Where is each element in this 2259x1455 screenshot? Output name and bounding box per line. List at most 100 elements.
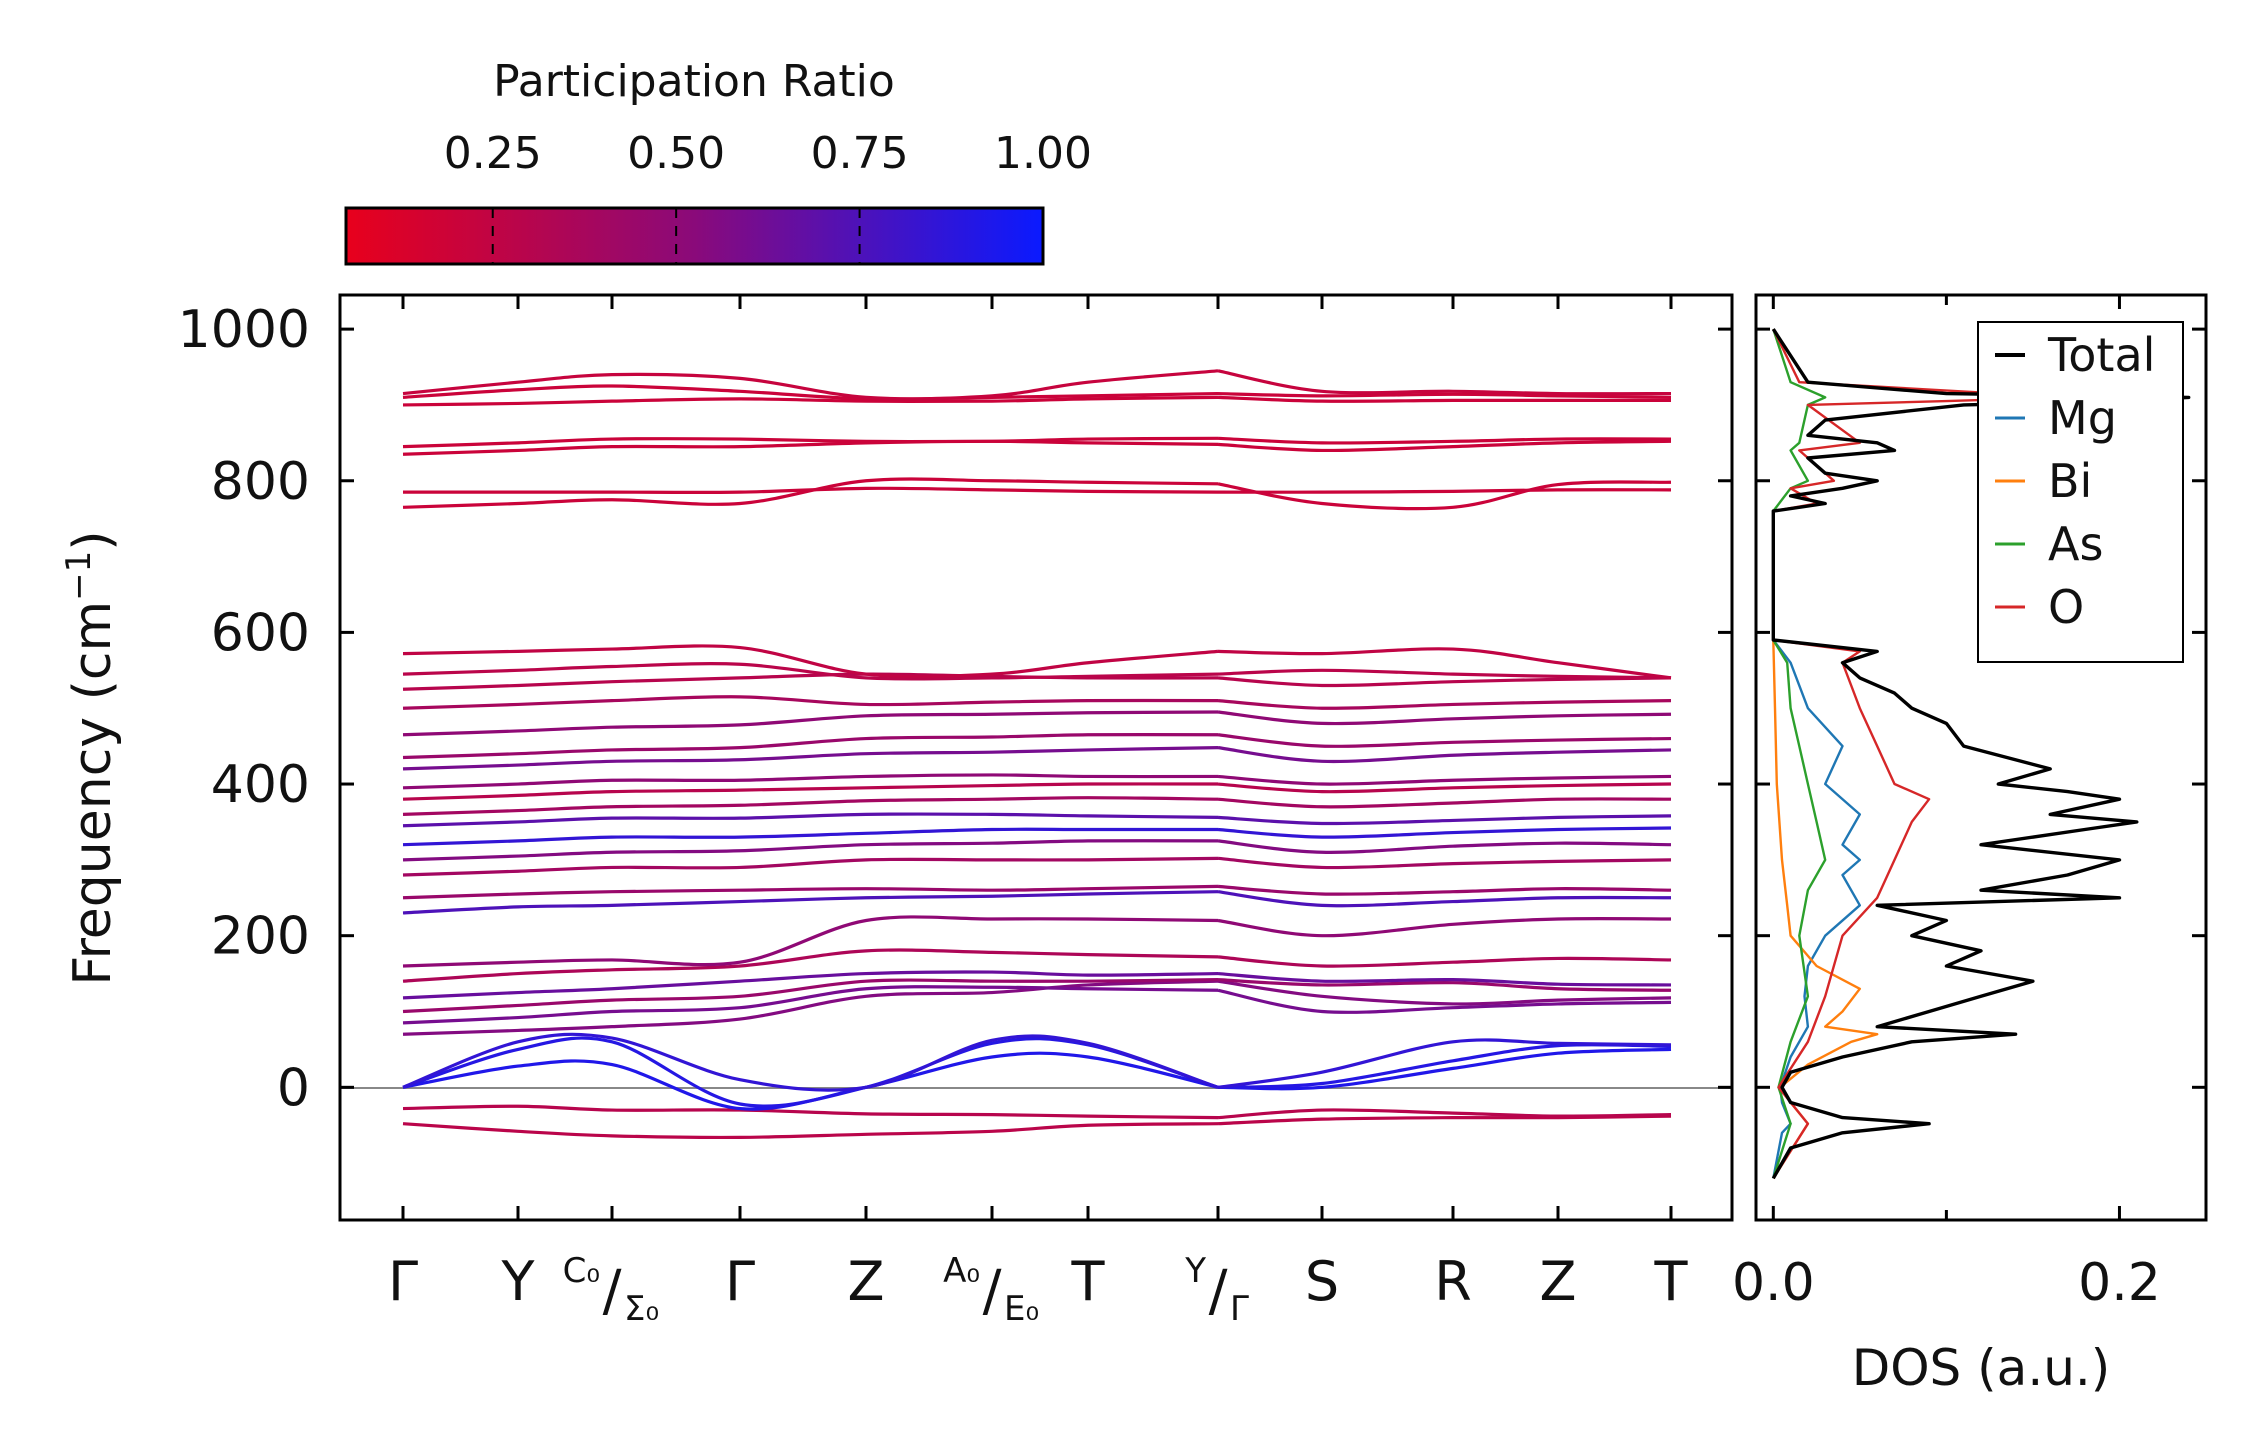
phonon-band-18 <box>1217 797 1672 809</box>
colorbar-tick-label: 0.50 <box>627 128 725 179</box>
legend-label-as: As <box>2048 517 2103 571</box>
phonon-band-23 <box>402 710 1219 737</box>
legend-label-total: Total <box>2047 328 2155 382</box>
phonon-band-32 <box>402 395 1219 407</box>
legend-label-mg: Mg <box>2048 391 2117 445</box>
phonon-band-10 <box>1217 955 1672 968</box>
phonon-band-8 <box>402 978 1219 1014</box>
phonon-band-1 <box>402 1122 1219 1140</box>
phonon-band-28 <box>1217 480 1672 511</box>
kpoint-label-sub: Σ₀ <box>624 1289 659 1329</box>
phonon-band-2 <box>402 1104 1219 1120</box>
phonon-band-19 <box>1217 782 1672 794</box>
phonon-band-26 <box>402 662 1219 681</box>
phonon-band-20 <box>1217 774 1672 786</box>
band-y-tick-label: 200 <box>211 907 310 967</box>
phonon-band-8 <box>1217 978 1672 992</box>
band-y-tick-label: 600 <box>211 603 310 663</box>
phonon-band-32 <box>1217 395 1671 403</box>
y-axis-unit-superscript: −1 <box>59 551 99 601</box>
phonon-band-9 <box>402 970 1219 1000</box>
phonon-band-27 <box>1217 647 1672 680</box>
kpoint-label: Z <box>848 1250 885 1313</box>
dos-curves <box>1771 328 2191 1180</box>
phonon-band-16 <box>402 827 1218 847</box>
legend-label-bi: Bi <box>2048 454 2092 508</box>
phonon-band-10 <box>402 948 1219 983</box>
dos-legend: Total Mg Bi As O <box>1977 321 2184 663</box>
kpoint-label: Γ <box>725 1250 755 1313</box>
phonon-band-12 <box>402 890 1219 915</box>
phonon-band-22 <box>1217 733 1672 748</box>
phonon-band-5 <box>1217 1038 1672 1089</box>
phonon-band-15 <box>1217 839 1672 854</box>
y-axis-label: Frequency (cm−1) <box>59 530 123 985</box>
phonon-band-13 <box>1217 884 1672 896</box>
dos-axes-frame <box>1754 293 2208 1222</box>
kpoint-label-composite: Y / Γ <box>1184 1251 1249 1329</box>
kpoint-label: S <box>1305 1250 1339 1313</box>
phonon-band-30 <box>402 439 1219 456</box>
dos-curve-o <box>1772 328 2069 1179</box>
phonon-band-18 <box>402 796 1219 816</box>
y-axis-label-close: ) <box>63 530 123 550</box>
colorbar-label: Participation Ratio <box>493 56 895 107</box>
phonon-band-27 <box>402 644 1219 679</box>
kpoint-label: T <box>1654 1250 1689 1313</box>
band-y-tick-label: 0 <box>277 1058 310 1118</box>
colorbar-tick-label: 1.00 <box>994 128 1092 179</box>
y-axis-label-text: Frequency (cm <box>63 601 123 986</box>
dos-x-tick-label: 0.2 <box>2078 1253 2161 1313</box>
kpoint-label-sep: / <box>1209 1259 1228 1324</box>
band-y-tick-label: 800 <box>211 452 310 512</box>
kpoint-label: Z <box>1540 1250 1577 1313</box>
phonon-band-31 <box>402 436 1219 449</box>
phonon-band-17 <box>402 812 1219 828</box>
dos-curve-as <box>1772 328 1827 1179</box>
dos-x-tick-label: 0.0 <box>1732 1253 1815 1313</box>
phonon-band-2 <box>1217 1108 1672 1120</box>
phonon-band-14 <box>402 856 1219 877</box>
kpoint-label-sub: E₀ <box>1004 1289 1039 1329</box>
colorbar-gradient <box>344 206 1045 266</box>
phonon-band-24 <box>402 695 1219 710</box>
phonon-band-12 <box>1217 890 1672 908</box>
phonon-band-5 <box>402 1032 1219 1092</box>
dos-panel: 0.0 0.2 DOS (a.u.) Total Mg Bi As O <box>1732 293 2208 1397</box>
kpoint-label-sep: / <box>603 1259 622 1324</box>
phonon-band-21 <box>1217 746 1672 764</box>
phonon-band-34 <box>1217 369 1672 396</box>
phonon-band-17 <box>1217 814 1672 826</box>
phonon-band-11 <box>1217 917 1672 938</box>
phonon-band-6 <box>402 979 1219 1036</box>
legend-label-o: O <box>2048 580 2084 634</box>
dos-x-axis-label: DOS (a.u.) <box>1852 1339 2111 1397</box>
phonon-band-11 <box>402 915 1219 968</box>
phonon-band-25 <box>1217 676 1672 688</box>
phonon-band-23 <box>1217 710 1672 726</box>
phonon-band-30 <box>1217 439 1672 453</box>
phonon-band-20 <box>402 773 1219 790</box>
phonon-band-29 <box>1217 488 1672 494</box>
band-y-tick-label: 1000 <box>178 300 310 360</box>
phonon-band-7 <box>1217 988 1672 1014</box>
phonon-band-13 <box>402 884 1219 900</box>
phonon-band-24 <box>1217 699 1672 710</box>
phonon-band-14 <box>1217 856 1672 870</box>
colorbar: Participation Ratio 0.25 0.50 0.75 1.00 <box>344 56 1092 266</box>
kpoint-label: R <box>1434 1250 1472 1313</box>
kpoint-label-composite: C₀ / Σ₀ <box>563 1251 660 1329</box>
kpoint-label-sup: A₀ <box>943 1251 980 1291</box>
phonon-band-29 <box>402 486 1219 495</box>
phonon-bands <box>402 369 1672 1140</box>
colorbar-tick-label: 0.25 <box>444 128 542 179</box>
kpoint-label-sep: / <box>983 1259 1002 1324</box>
phonon-band-15 <box>402 839 1219 862</box>
kpoint-label-sup: C₀ <box>563 1251 600 1291</box>
phonon-band-3 <box>1217 1047 1672 1091</box>
phonon-band-33 <box>1217 391 1672 399</box>
kpoint-label: T <box>1071 1250 1106 1313</box>
kpoint-label-sub: Γ <box>1230 1289 1249 1329</box>
kpoint-label: Y <box>501 1250 536 1313</box>
